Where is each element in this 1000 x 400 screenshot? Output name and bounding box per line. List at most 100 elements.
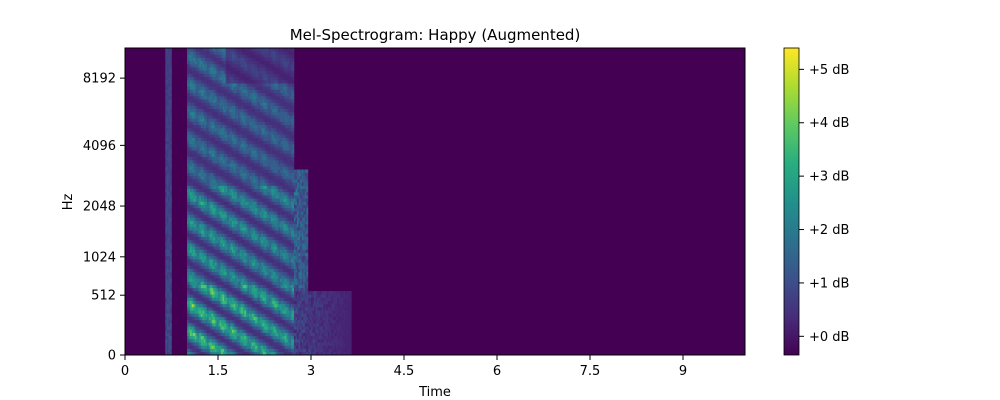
heatmap-cell-1746 — [208, 294, 211, 298]
heatmap-cell-4069 — [245, 233, 248, 237]
heatmap-cell-3099 — [230, 265, 233, 269]
heatmap-cell-95 — [165, 48, 168, 52]
heatmap-cell-2256 — [216, 198, 219, 202]
heatmap-cell-4404 — [250, 83, 253, 87]
heatmap-cell-4363 — [250, 214, 253, 218]
heatmap-cell-1040 — [196, 95, 199, 100]
heatmap-cell-3707 — [239, 163, 242, 167]
heatmap-cell-1051 — [196, 60, 199, 65]
heatmap-cell-4800 — [258, 351, 261, 356]
heatmap-cell-3095 — [230, 278, 233, 282]
heatmap-cell-3519 — [236, 150, 239, 154]
heatmap-cell-2803 — [225, 291, 228, 295]
heatmap-cell-1635 — [207, 342, 209, 346]
heatmap-cell-839 — [193, 124, 196, 129]
heatmap-cell-4691 — [255, 86, 258, 90]
heatmap-cell-2148 — [214, 236, 217, 241]
heatmap-cell-53 — [165, 182, 168, 186]
heatmap-cell-4859 — [258, 163, 261, 167]
heatmap-cell-4562 — [253, 191, 256, 196]
heatmap-cell-4154 — [247, 268, 250, 273]
heatmap-cell-3342 — [233, 102, 236, 106]
heatmap-cell-739 — [191, 137, 194, 142]
heatmap-cell-2420 — [219, 287, 222, 292]
heatmap-cell-3178 — [231, 319, 234, 324]
heatmap-cell-4227 — [249, 342, 251, 346]
heatmap-cell-4874 — [258, 115, 261, 119]
heatmap-cell-328 — [169, 223, 172, 228]
heatmap-cell-52 — [165, 185, 168, 190]
heatmap-cell-2116 — [214, 339, 217, 343]
heatmap-cell-4988 — [259, 57, 262, 62]
heatmap-cell-4551 — [253, 227, 256, 231]
heatmap-cell-2942 — [227, 153, 230, 158]
heatmap-cell-76 — [165, 108, 168, 113]
heatmap-cell-1162 — [199, 319, 202, 324]
heatmap-cell-4159 — [247, 252, 250, 257]
heatmap-cell-4414 — [250, 51, 253, 55]
heatmap-cell-3169 — [231, 348, 234, 353]
heatmap-cell-2213 — [216, 335, 219, 340]
heatmap-cell-2603 — [222, 316, 225, 321]
heatmap-cell-2215 — [216, 329, 219, 333]
heatmap-cell-1844 — [210, 287, 213, 292]
heatmap-cell-1283 — [200, 239, 203, 244]
heatmap-cell-3166 — [230, 51, 233, 55]
heatmap-cell-494 — [188, 307, 191, 311]
heatmap-cell-2002 — [211, 89, 214, 94]
heatmap-cell-2954 — [227, 115, 230, 119]
heatmap-cell-4699 — [255, 60, 258, 65]
heatmap-cell-3100 — [230, 262, 233, 266]
heatmap-cell-3262 — [231, 51, 234, 55]
heatmap-cell-2366 — [218, 153, 220, 158]
heatmap-cell-3207 — [231, 227, 234, 231]
heatmap-cell-2435 — [219, 239, 222, 244]
heatmap-cell-4495 — [252, 99, 254, 103]
heatmap-cell-1596 — [205, 159, 208, 164]
heatmap-cell-2011 — [211, 60, 214, 65]
heatmap-cell-4085 — [245, 182, 248, 186]
heatmap-cell-1118 — [197, 153, 200, 158]
heatmap-cell-2005 — [211, 79, 214, 84]
heatmap-cell-378 — [169, 63, 172, 68]
heatmap-cell-4756 — [256, 185, 259, 190]
heatmap-cell-4305 — [249, 92, 251, 97]
heatmap-cell-4300 — [249, 108, 251, 113]
heatmap-cell-4718 — [256, 307, 259, 311]
heatmap-cell-245 — [168, 182, 171, 186]
heatmap-cell-2273 — [216, 143, 219, 148]
heatmap-cell-2669 — [222, 105, 225, 110]
heatmap-cell-3109 — [230, 233, 233, 237]
heatmap-cell-4690 — [255, 89, 258, 94]
heatmap-cell-638 — [190, 153, 192, 158]
heatmap-cell-3575 — [238, 278, 240, 282]
heatmap-cell-3457 — [236, 348, 239, 353]
heatmap-cell-2416 — [219, 300, 222, 305]
heatmap-cell-2151 — [214, 227, 217, 231]
heatmap-cell-3092 — [230, 287, 233, 292]
heatmap-cell-3050 — [228, 115, 231, 119]
heatmap-cell-60 — [165, 159, 168, 164]
heatmap-cell-3134 — [230, 153, 233, 158]
heatmap-cell-687 — [191, 303, 194, 308]
heatmap-cell-3337 — [233, 118, 236, 122]
heatmap-cell-4969 — [259, 118, 262, 122]
heatmap-cell-1543 — [205, 329, 208, 333]
heatmap-cell-648 — [190, 121, 192, 126]
heatmap-cell-3281 — [233, 297, 236, 301]
heatmap-cells — [165, 48, 352, 356]
heatmap-cell-841 — [193, 118, 196, 122]
heatmap-cell-4377 — [250, 169, 253, 174]
heatmap-cell-2711 — [224, 278, 227, 282]
heatmap-cell-2490 — [219, 63, 222, 68]
heatmap-cell-3435 — [235, 111, 237, 116]
heatmap-cell-4341 — [250, 284, 253, 289]
heatmap-cell-3330 — [233, 140, 236, 145]
heatmap-cell-3172 — [231, 339, 234, 343]
heatmap-cell-3908 — [242, 134, 245, 138]
heatmap-cell-279 — [168, 73, 171, 78]
heatmap-cell-813 — [193, 207, 196, 212]
heatmap-cell-3002 — [228, 268, 231, 273]
heatmap-cell-383 — [169, 48, 172, 52]
heatmap-cell-3938 — [244, 345, 247, 349]
